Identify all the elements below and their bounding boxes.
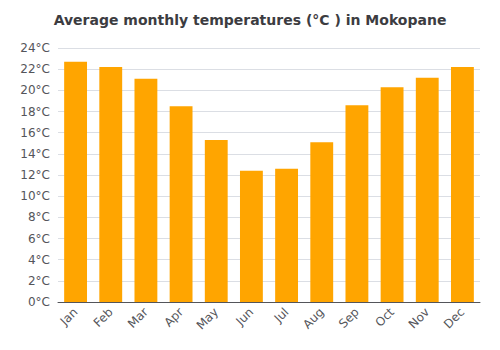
svg-text:Average monthly temperatures (: Average monthly temperatures (°C ) in Mo… [54,12,447,28]
svg-text:12°C: 12°C [20,168,50,182]
svg-text:Jul: Jul [271,305,292,326]
svg-text:Nov: Nov [406,305,432,331]
svg-text:20°C: 20°C [20,83,50,97]
svg-text:Jun: Jun [233,305,257,329]
svg-text:Mar: Mar [125,305,151,331]
svg-text:Sep: Sep [336,305,362,331]
svg-text:24°C: 24°C [20,41,50,55]
svg-text:May: May [194,305,221,332]
svg-text:Feb: Feb [91,305,116,330]
svg-text:16°C: 16°C [20,126,50,140]
svg-text:Aug: Aug [300,305,326,331]
svg-text:Apr: Apr [161,305,186,330]
svg-text:2°C: 2°C [28,274,50,288]
svg-text:0°C: 0°C [28,295,50,309]
svg-text:18°C: 18°C [20,105,50,119]
svg-text:22°C: 22°C [20,62,50,76]
svg-text:8°C: 8°C [28,210,50,224]
svg-text:Jan: Jan [57,305,81,329]
svg-text:4°C: 4°C [28,253,50,267]
svg-text:14°C: 14°C [20,147,50,161]
svg-text:10°C: 10°C [20,189,50,203]
svg-text:6°C: 6°C [28,232,50,246]
svg-text:Dec: Dec [441,305,467,331]
svg-text:Oct: Oct [372,305,397,330]
